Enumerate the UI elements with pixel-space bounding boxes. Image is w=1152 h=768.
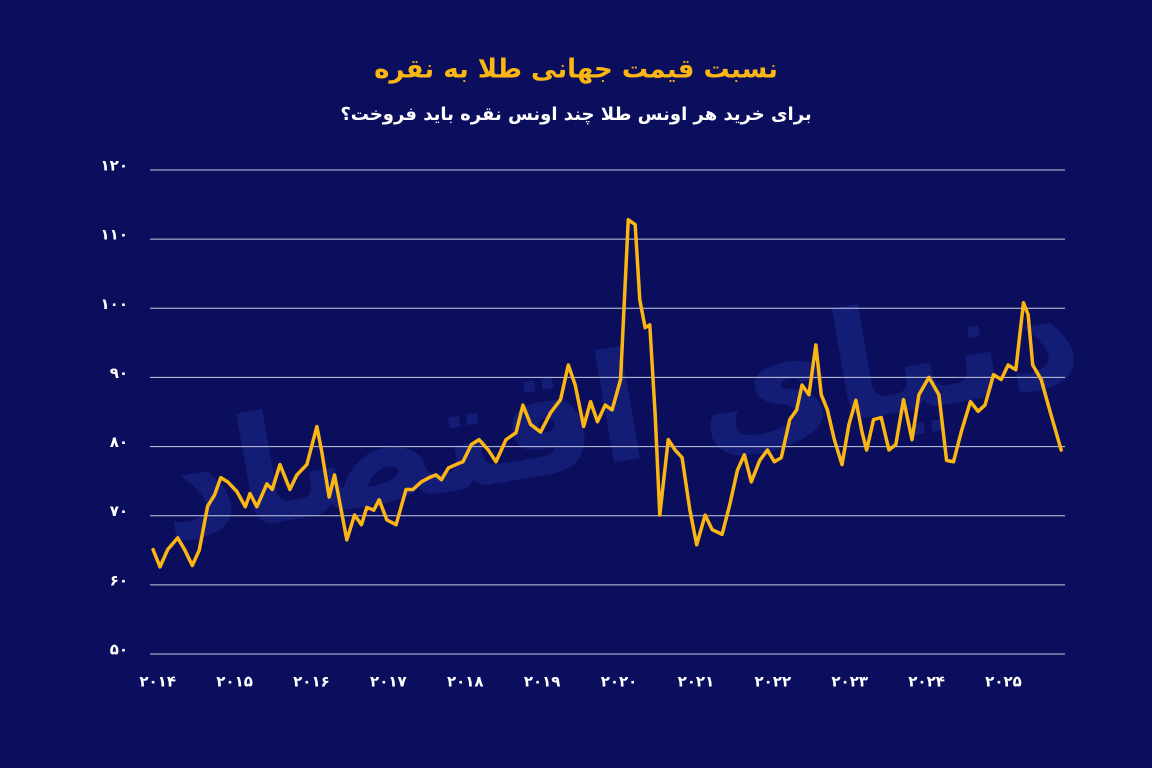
x-tick-label: ۲۰۲۰ xyxy=(601,673,638,691)
x-tick-label: ۲۰۱۹ xyxy=(524,673,561,691)
y-tick-label: ۱۱۰ xyxy=(101,226,128,244)
x-tick-label: ۲۰۱۸ xyxy=(447,673,484,691)
x-tick-label: ۲۰۲۴ xyxy=(908,673,945,691)
x-tick-label: ۲۰۲۲ xyxy=(755,673,792,691)
y-tick-label: ۹۰ xyxy=(110,364,128,382)
chart-subtitle: برای خرید هر اونس طلا چند اونس نقره باید… xyxy=(340,104,811,125)
data-line xyxy=(151,218,1063,569)
x-tick-label: ۲۰۲۳ xyxy=(831,673,868,691)
x-tick-label: ۲۰۱۶ xyxy=(293,673,330,691)
x-tick-label: ۲۰۲۵ xyxy=(985,673,1022,691)
x-tick-label: ۲۰۱۷ xyxy=(370,673,407,691)
x-tick-label: ۲۰۱۴ xyxy=(139,673,176,691)
y-tick-label: ۶۰ xyxy=(110,571,128,589)
x-tick-label: ۲۰۲۱ xyxy=(678,673,715,691)
y-tick-label: ۷۰ xyxy=(110,502,128,520)
x-tick-label: ۲۰۱۵ xyxy=(216,673,253,691)
chart-title: نسبت قیمت جهانی طلا به نقره xyxy=(374,55,778,85)
y-tick-label: ۸۰ xyxy=(110,433,128,451)
y-tick-label: ۱۰۰ xyxy=(101,295,128,313)
y-tick-label: ۱۲۰ xyxy=(101,157,128,175)
y-tick-label: ۵۰ xyxy=(110,641,128,659)
